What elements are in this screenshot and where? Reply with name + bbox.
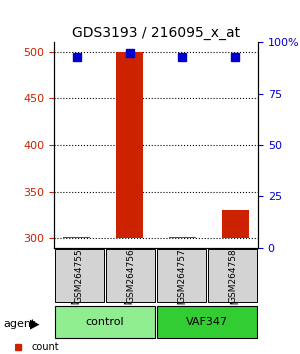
Bar <box>116 52 143 239</box>
FancyBboxPatch shape <box>157 249 206 302</box>
FancyBboxPatch shape <box>55 306 155 338</box>
FancyBboxPatch shape <box>106 249 155 302</box>
Text: ▶: ▶ <box>30 318 40 330</box>
Bar <box>63 236 90 239</box>
Text: VAF347: VAF347 <box>186 317 228 327</box>
Text: GSM264758: GSM264758 <box>228 248 237 303</box>
Text: agent: agent <box>3 319 35 329</box>
Text: GSM264757: GSM264757 <box>177 248 186 303</box>
Text: GSM264756: GSM264756 <box>126 248 135 303</box>
FancyBboxPatch shape <box>157 306 257 338</box>
Text: count: count <box>31 342 59 352</box>
FancyBboxPatch shape <box>55 249 104 302</box>
Bar <box>169 236 196 239</box>
Title: GDS3193 / 216095_x_at: GDS3193 / 216095_x_at <box>72 26 240 40</box>
Text: control: control <box>86 317 124 327</box>
Text: GSM264755: GSM264755 <box>75 248 84 303</box>
FancyBboxPatch shape <box>208 249 257 302</box>
Bar <box>222 211 249 239</box>
